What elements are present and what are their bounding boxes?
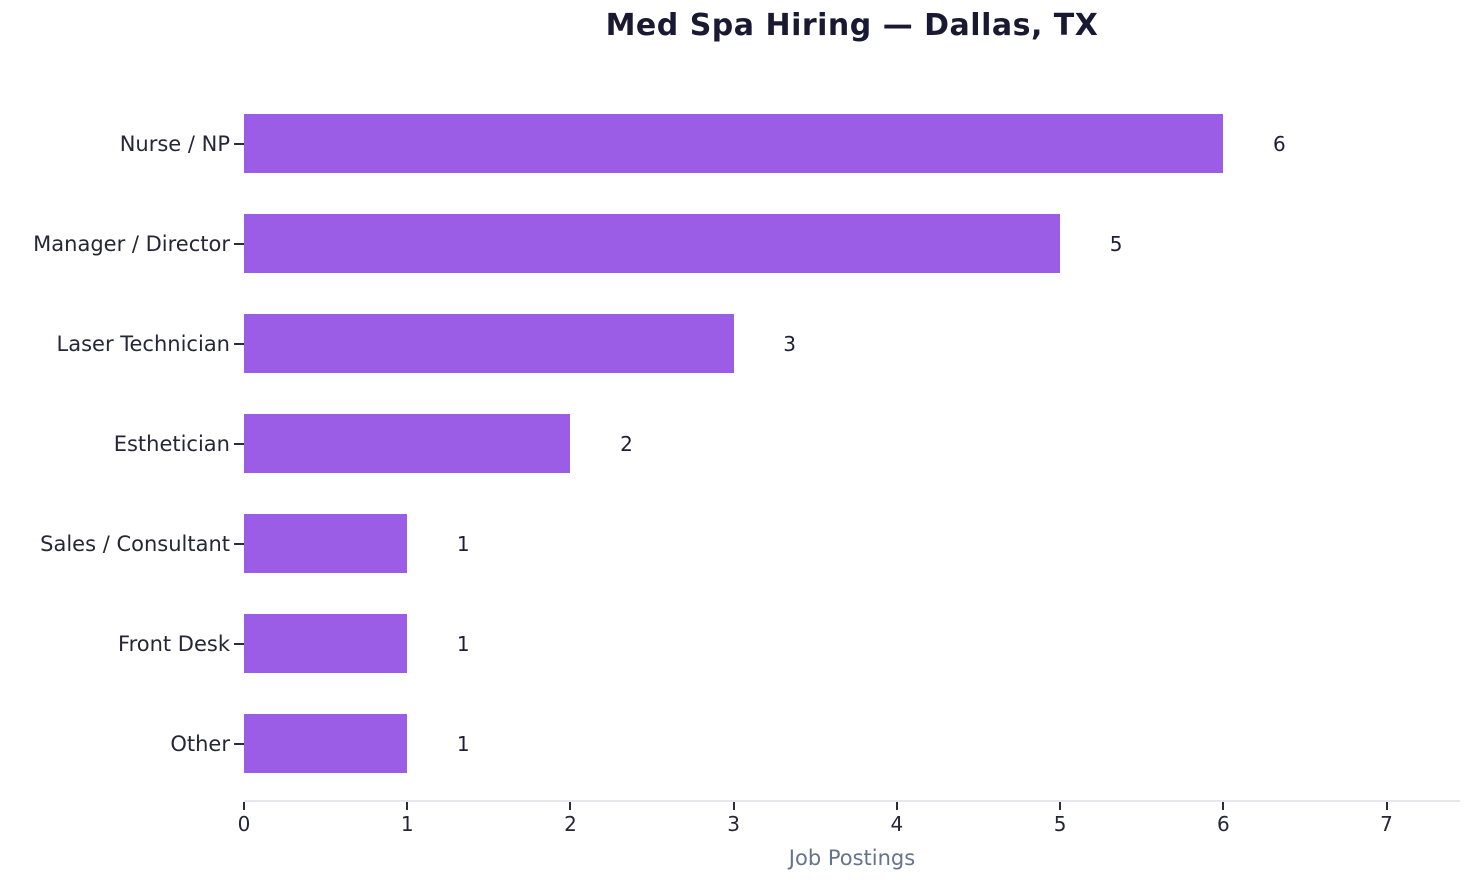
value-label: 1 (456, 731, 470, 756)
x-axis-label: Job Postings (788, 846, 916, 870)
bar-sales-consultant (244, 514, 408, 573)
bar-nurse-np (244, 114, 1224, 173)
x-tick-mark (895, 802, 898, 810)
value-label: 5 (1109, 231, 1123, 256)
x-tick-mark (732, 802, 735, 810)
x-tick-label: 1 (400, 812, 414, 836)
x-tick-label: 4 (890, 812, 904, 836)
y-axis-category-label: Manager / Director (33, 231, 230, 256)
bar-esthetician (244, 414, 571, 473)
y-tick-mark (234, 342, 244, 345)
x-tick-label: 5 (1053, 812, 1067, 836)
value-label: 6 (1272, 131, 1286, 156)
y-axis-category-label: Esthetician (113, 431, 230, 456)
y-tick-mark (234, 242, 244, 245)
x-tick-label: 3 (727, 812, 741, 836)
x-tick-label: 0 (237, 812, 251, 836)
x-tick-mark (243, 802, 245, 810)
x-tick-mark (1222, 802, 1225, 810)
x-tick-label: 6 (1216, 812, 1230, 836)
y-tick-mark (234, 142, 244, 145)
x-tick-label: 2 (564, 812, 577, 836)
y-axis-category-label: Other (170, 731, 230, 756)
x-tick-mark (569, 802, 572, 810)
y-axis-category-label: Nurse / NP (119, 131, 230, 156)
x-tick-mark (1059, 802, 1062, 810)
y-axis-category-label: Front Desk (118, 631, 230, 656)
value-label: 1 (456, 531, 470, 556)
y-axis-category-label: Sales / Consultant (40, 531, 230, 556)
y-tick-mark (234, 742, 244, 745)
y-tick-mark (234, 442, 244, 445)
x-axis-line (244, 800, 1460, 802)
bar-front-desk (244, 614, 408, 673)
x-tick-mark (406, 802, 409, 810)
x-tick-mark (1385, 802, 1388, 810)
bar-other (244, 714, 408, 773)
bar-manager-director (244, 214, 1061, 273)
y-tick-mark (234, 542, 244, 545)
x-tick-label: 7 (1380, 812, 1393, 836)
chart-title: Med Spa Hiring — Dallas, TX (605, 8, 1099, 43)
y-axis-category-label: Laser Technician (56, 331, 230, 356)
y-tick-mark (234, 642, 244, 645)
plot-area: 6 5 3 2 1 1 1 (244, 64, 1460, 801)
value-label: 3 (783, 331, 797, 356)
value-label: 1 (456, 631, 470, 656)
value-label: 2 (620, 431, 633, 456)
bar-laser-technician (244, 314, 734, 373)
